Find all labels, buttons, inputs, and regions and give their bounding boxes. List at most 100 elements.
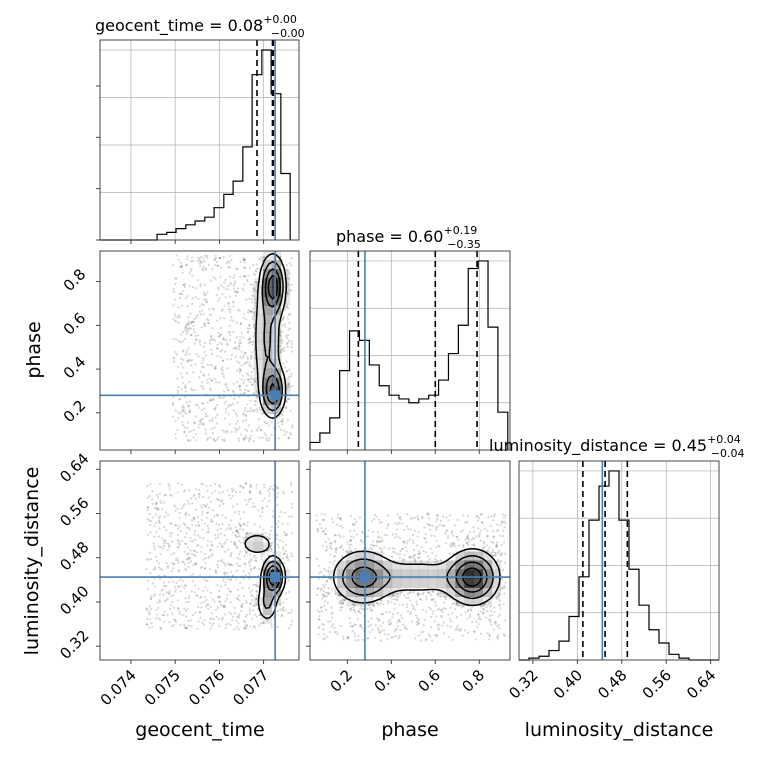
sample-point [235,267,238,270]
sample-point [442,621,445,624]
sample-point [177,306,180,309]
sample-point [200,506,203,509]
sample-point [215,381,218,384]
sample-point [171,625,174,628]
sample-point [172,304,175,307]
sample-point [192,549,195,552]
sample-point [329,542,332,545]
sample-point [435,520,438,523]
sample-point [376,602,379,605]
sample-point [383,629,386,632]
sample-point [285,556,288,559]
sample-point [430,598,434,602]
sample-point [199,611,202,614]
sample-point [284,592,287,595]
sample-point [419,598,422,601]
sample-point [256,267,259,270]
density-cell [437,587,447,597]
density-cell [446,587,456,597]
sample-point [208,555,211,558]
sample-point [154,503,157,506]
sample-point [206,524,209,527]
sample-point [238,426,241,429]
sample-point [356,617,360,621]
sample-point [155,501,158,504]
sample-point [433,620,437,623]
sample-point [349,540,352,543]
sample-point [182,522,186,525]
sample-point [345,550,348,553]
sample-point [188,594,191,597]
sample-point [190,364,193,367]
sample-point [243,555,246,558]
sample-point [435,634,438,637]
sample-point [245,532,248,535]
sample-point [470,609,473,612]
sample-point [499,524,502,527]
sample-point [146,496,150,499]
sample-point [243,266,246,269]
sample-point [283,531,286,534]
sample-point [414,608,417,611]
sample-point [241,374,244,377]
sample-point [161,508,164,511]
sample-point [146,617,149,620]
sample-point [179,265,182,268]
sample-point [406,610,410,613]
sample-point [453,524,456,527]
sample-point [210,520,213,523]
sample-point [468,531,471,534]
sample-point [175,338,178,341]
density-cell [253,323,264,333]
sample-point [320,513,323,516]
sample-point [228,330,232,334]
sample-point [211,338,215,341]
sample-point [268,436,271,440]
sample-point [176,539,179,542]
sample-point [268,494,271,498]
sample-point [337,516,340,519]
sample-point [221,616,224,619]
sample-point [326,591,329,595]
sample-point [232,391,235,394]
sample-point [334,546,338,550]
sample-point [281,614,284,617]
sample-point [437,592,440,596]
sample-point [494,620,498,624]
sample-point [333,631,336,634]
sample-point [191,523,194,527]
sample-point [227,622,230,625]
sample-point [352,608,355,611]
sample-point [236,290,239,294]
x-tick-label: 0.4 [371,666,401,696]
sample-point [239,341,242,345]
sample-point [150,520,153,523]
sample-point [204,504,207,508]
panel-luminosity-distance-vs-geocent-time [99,460,300,661]
sample-point [199,384,203,387]
sample-point [322,574,326,577]
sample-point [184,626,187,629]
sample-point [417,622,420,625]
sample-point [429,635,432,638]
sample-point [180,410,183,413]
sample-point [352,522,355,525]
sample-point [403,540,406,544]
sample-point [184,386,187,389]
sample-point [209,387,212,390]
sample-point [244,351,247,355]
sample-point [194,415,197,418]
sample-point [229,497,232,500]
sample-point [187,328,190,331]
sample-point [239,564,242,568]
sample-point [377,628,380,632]
sample-point [193,317,197,321]
sample-point [235,321,238,324]
sample-point [182,358,185,362]
sample-point [252,583,255,587]
sample-point [247,500,250,503]
sample-point [204,354,207,357]
sample-point [400,614,403,617]
sample-point [194,338,198,341]
sample-point [349,538,352,542]
